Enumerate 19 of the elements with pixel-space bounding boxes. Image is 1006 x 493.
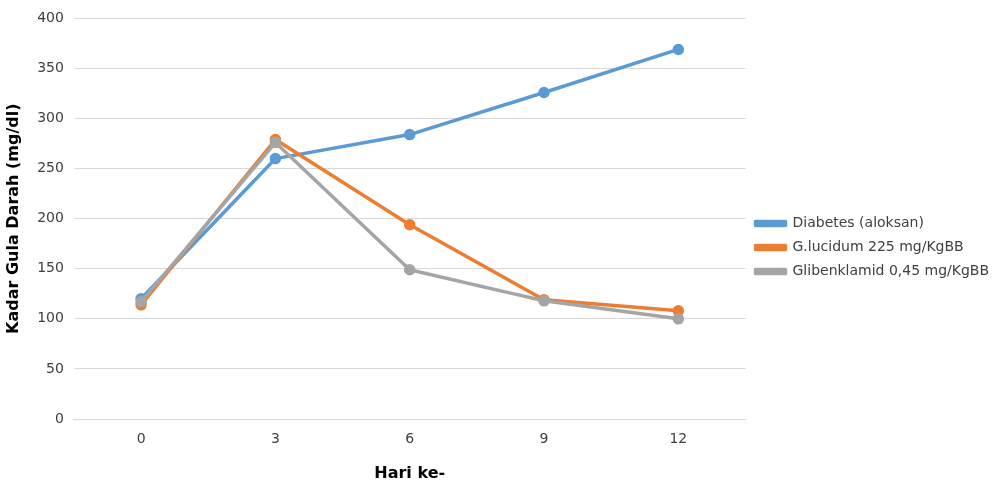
x-tick-label: 3 [270,430,280,447]
y-tick-label: 100 [37,309,64,326]
x-tick-label: 9 [539,430,549,447]
y-tick-label: 400 [37,9,64,26]
y-axis-title: Kadar Gula Darah (mg/dl) [2,103,22,334]
x-tick-label: 6 [405,430,415,447]
y-tick-label: 250 [37,159,64,176]
legend-label: G.lucidum 225 mg/KgBB [792,238,964,255]
y-tick-label: 300 [37,109,64,126]
x-tick-label: 12 [669,430,688,447]
y-tick-label: 200 [37,209,64,226]
legend-label: Diabetes (aloksan) [792,214,924,231]
legend-label: Glibenklamid 0,45 mg/KgBB [792,262,990,279]
x-tick-label: 0 [136,430,146,447]
y-tick-label: 50 [46,359,64,376]
y-tick-label: 350 [37,59,64,76]
x-axis-title: Hari ke- [374,462,446,482]
y-tick-label: 150 [37,259,64,276]
y-tick-label: 0 [55,409,64,426]
